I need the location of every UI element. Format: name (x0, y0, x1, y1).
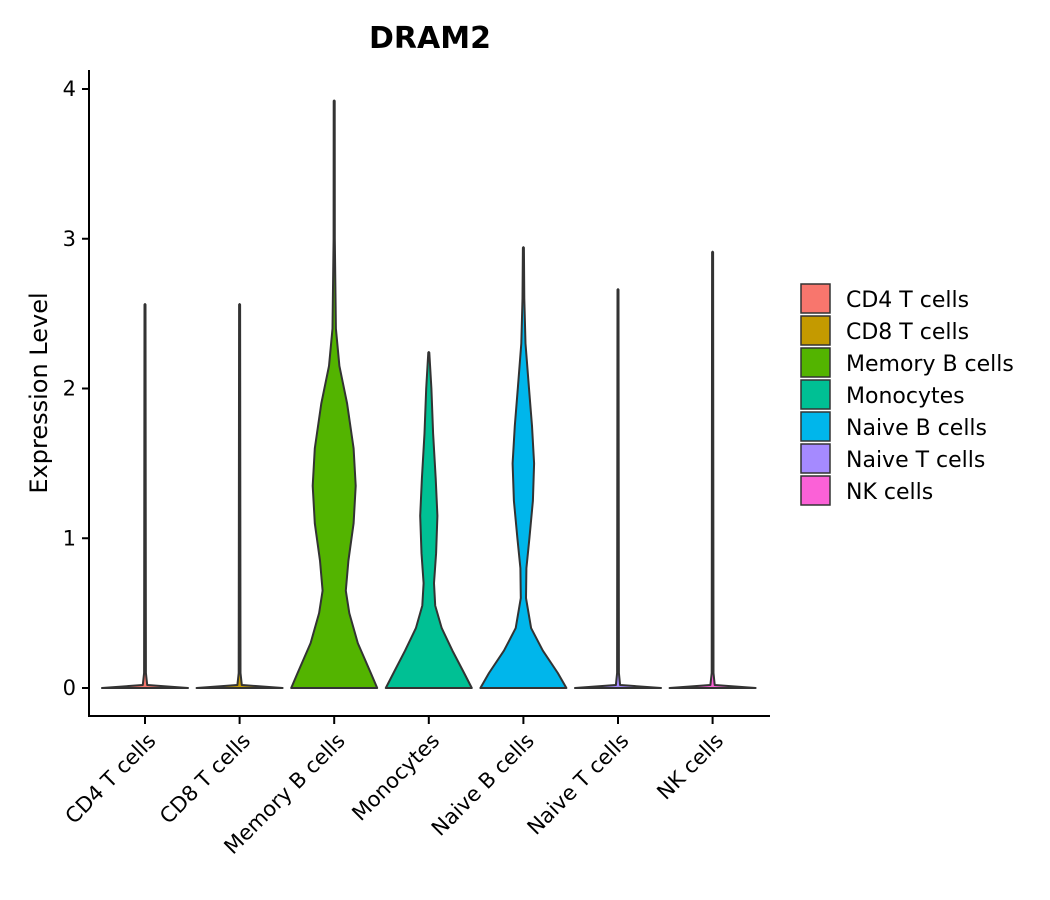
legend-label: NK cells (846, 480, 933, 505)
violin-naive-t-cells (574, 288, 662, 689)
chart-title: DRAM2 (369, 21, 491, 56)
violin-nk-cells (668, 250, 757, 689)
y-tick-label: 2 (63, 377, 76, 401)
y-tick-label: 4 (63, 77, 76, 101)
violin-cd4-t-cells (101, 303, 189, 689)
x-tick-label: Naive T cells (523, 729, 634, 840)
violin-memory-b-cells (290, 99, 379, 689)
legend-swatch (800, 315, 831, 346)
legend-label: Naive T cells (846, 448, 985, 473)
legend-swatch (800, 379, 831, 410)
legend-label: Memory B cells (846, 352, 1014, 377)
violin-cd8-t-cells (195, 303, 284, 689)
x-tick-label: NK cells (652, 729, 728, 805)
legend-label: CD4 T cells (846, 288, 969, 313)
y-tick-label: 1 (63, 526, 76, 550)
legend-label: Monocytes (846, 384, 965, 409)
legend-swatch (800, 283, 831, 314)
violin-layer (101, 99, 757, 689)
legend-swatch (800, 411, 831, 442)
y-tick-label: 0 (63, 676, 76, 700)
x-tick-label: Monocytes (347, 729, 444, 826)
y-tick-label: 3 (63, 227, 76, 251)
legend: CD4 T cells CD8 T cells Memory B cells Mono… (800, 283, 1014, 506)
legend-swatch (800, 443, 831, 474)
y-axis-title: Expression Level (25, 292, 53, 493)
x-tick-label: CD4 T cells (61, 729, 161, 829)
violin-naive-b-cells (479, 246, 568, 689)
x-tick-label: CD8 T cells (155, 729, 255, 829)
legend-swatch (800, 347, 831, 378)
legend-label: CD8 T cells (846, 320, 969, 345)
legend-label: Naive B cells (846, 416, 987, 441)
legend-swatch (800, 475, 831, 506)
y-axis-ticks: 0 1 2 3 4 (63, 77, 89, 700)
violin-monocytes (384, 351, 473, 689)
